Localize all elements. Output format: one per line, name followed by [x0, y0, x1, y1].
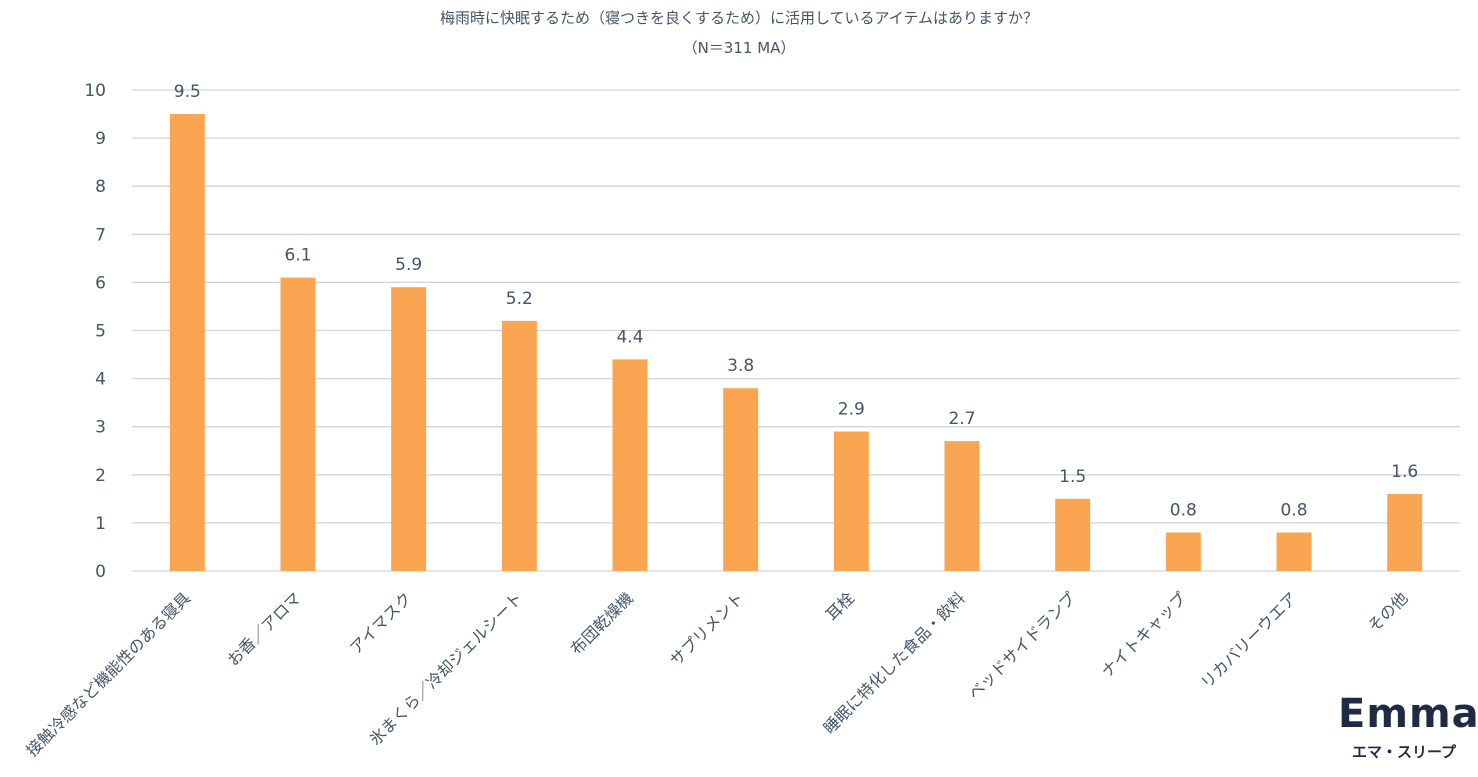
category-label: リカバリーウエア: [1197, 588, 1301, 692]
gridlines: [132, 89, 1460, 572]
data-label: 6.1: [284, 246, 311, 266]
y-tick-label: 3: [95, 418, 106, 438]
bar: [1276, 532, 1312, 571]
y-tick-label: 10: [84, 81, 106, 101]
bar: [391, 287, 427, 571]
category-label: サプリメント: [666, 588, 747, 669]
category-label: ベッドサイドランプ: [965, 588, 1080, 703]
y-tick-label: 1: [95, 514, 106, 534]
y-tick-label: 4: [95, 370, 106, 390]
y-axis-ticks: 0 1 2 3 4 5 6 7 8 9 10: [84, 81, 106, 582]
bar: [169, 114, 205, 572]
data-labels: 9.5 6.1 5.9 5.2 4.4 3.8 2.9 2.7 1.5 0.8 0.8 1.6: [174, 82, 1418, 520]
logo-subtitle: エマ・スリープ: [1351, 743, 1457, 761]
bar: [280, 277, 316, 571]
y-tick-label: 9: [95, 129, 106, 149]
data-label: 9.5: [174, 82, 201, 102]
y-tick-label: 5: [95, 322, 106, 342]
bar: [723, 388, 759, 571]
bar: [833, 431, 869, 571]
data-label: 1.5: [1059, 467, 1086, 487]
category-label: その他: [1364, 588, 1411, 635]
emma-logo: Emma エマ・スリープ: [1330, 690, 1478, 777]
bar: [1387, 494, 1423, 571]
bars: [169, 114, 1423, 572]
category-label: アイマスク: [346, 588, 415, 657]
category-label: ナイトキャップ: [1098, 588, 1191, 681]
bar: [1055, 498, 1091, 571]
y-tick-label: 6: [95, 273, 106, 293]
y-tick-label: 7: [95, 225, 106, 245]
bar: [944, 441, 980, 571]
y-tick-label: 8: [95, 177, 106, 197]
data-label: 1.6: [1391, 462, 1418, 482]
chart-subtitle: （N＝311 MA）: [682, 39, 796, 57]
data-label: 3.8: [727, 356, 754, 376]
data-label: 0.8: [1280, 501, 1307, 521]
category-label: 布団乾燥機: [567, 588, 637, 658]
y-tick-label: 0: [95, 562, 106, 582]
data-label: 4.4: [616, 327, 643, 347]
data-label: 5.9: [395, 255, 422, 275]
category-label: お香／アロマ: [224, 588, 305, 669]
data-label: 2.9: [838, 400, 865, 420]
chart-title: 梅雨時に快眠するため（寝つきを良くするため）に活用しているアイテムはありますか？: [439, 9, 1039, 27]
category-label: 耳栓: [822, 588, 858, 624]
logo-wordmark: Emma: [1338, 691, 1478, 737]
bar: [1165, 532, 1201, 571]
y-tick-label: 2: [95, 466, 106, 486]
data-label: 5.2: [506, 289, 533, 309]
category-label: 接触冷感など機能性のある寝具: [22, 588, 194, 760]
data-label: 0.8: [1170, 501, 1197, 521]
data-label: 2.7: [948, 409, 975, 429]
bar: [501, 320, 537, 571]
bar: [612, 359, 648, 571]
